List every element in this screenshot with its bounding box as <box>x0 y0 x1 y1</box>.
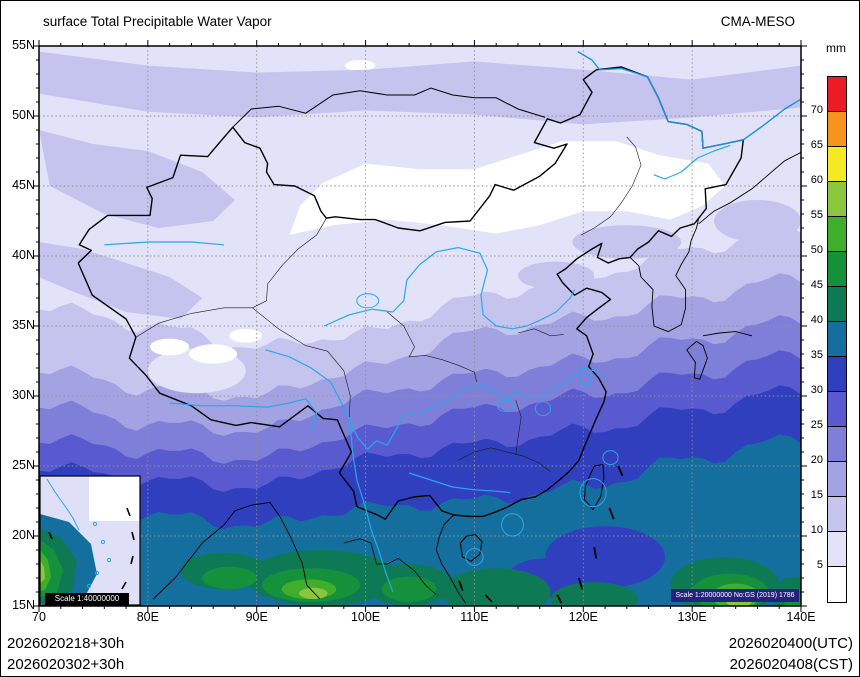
x-tick-label: 70 <box>32 610 46 624</box>
national-borders <box>77 66 801 604</box>
colorbar-tick-label: 15 <box>810 489 823 501</box>
colorbar-box <box>828 462 846 497</box>
gridlines <box>39 46 801 606</box>
y-tick-label: 50N <box>12 108 35 122</box>
colorbar-unit-label: mm <box>826 41 846 55</box>
page-title: surface Total Precipitable Water Vapor <box>43 14 272 29</box>
plot-frame <box>38 45 802 607</box>
y-tick-label: 25N <box>12 458 35 472</box>
colorbar-box <box>828 322 846 357</box>
y-tick-label: 40N <box>12 248 35 262</box>
colorbar-box <box>828 217 846 252</box>
colorbar-tick-label: 5 <box>816 559 823 571</box>
colorbar-tick-label: 45 <box>810 279 823 291</box>
colorbar-box <box>828 147 846 182</box>
x-tick-label: 140E <box>786 610 816 624</box>
footer-valid-times: 2026020400(UTC) 2026020408(CST) <box>729 633 853 675</box>
colorbar <box>827 76 847 603</box>
y-tick-label: 55N <box>12 38 35 52</box>
colorbar-box <box>828 497 846 532</box>
colorbar-box <box>828 77 846 112</box>
x-tick-label: 90E <box>245 610 268 624</box>
valid-time-cst: 2026020408(CST) <box>729 656 853 673</box>
y-tick-label: 35N <box>12 318 35 332</box>
init-time-cst: 2026020302+30h <box>7 656 125 673</box>
y-tick-label: 15N <box>12 598 35 612</box>
colorbar-tick-label: 65 <box>810 139 823 151</box>
colorbar-tick-label: 10 <box>810 524 823 536</box>
valid-time-utc: 2026020400(UTC) <box>728 635 853 652</box>
colorbar-tick-label: 55 <box>810 209 823 221</box>
province-borders <box>135 136 642 472</box>
colorbar-tick-label: 50 <box>810 244 823 256</box>
colorbar-box <box>828 357 846 392</box>
x-tick-label: 120E <box>568 610 598 624</box>
colorbar-box <box>828 532 846 567</box>
y-tick-label: 45N <box>12 178 35 192</box>
colorbar-box <box>828 252 846 287</box>
x-tick-label: 80E <box>136 610 159 624</box>
colorbar-box <box>828 287 846 322</box>
x-tick-label: 130E <box>677 610 707 624</box>
colorbar-tick-label: 30 <box>810 384 823 396</box>
map-canvas <box>33 40 807 612</box>
colorbar-box <box>828 392 846 427</box>
rivers <box>104 50 801 593</box>
map-content <box>39 46 801 606</box>
colorbar-box <box>828 112 846 147</box>
colorbar-tick-label: 60 <box>810 174 823 186</box>
model-name: CMA-MESO <box>720 14 795 29</box>
x-tick-label: 110E <box>460 610 489 624</box>
colorbar-tick-label: 40 <box>810 314 823 326</box>
colorbar-tick-label: 20 <box>810 454 823 466</box>
x-tick-label: 100E <box>350 610 381 624</box>
colorbar-box <box>828 427 846 462</box>
dashed-sea-boundary <box>458 465 624 604</box>
y-tick-label: 30N <box>12 388 35 402</box>
inset-map <box>39 475 141 606</box>
colorbar-box <box>828 567 846 602</box>
footer-init-times: 2026020218+30h 2026020302+30h <box>7 633 124 675</box>
colorbar-tick-label: 70 <box>810 104 823 116</box>
colorbar-box <box>828 182 846 217</box>
y-tick-label: 20N <box>12 528 35 542</box>
map-scale-note: Scale 1:20000000 No:GS (2019) 1786 <box>671 589 799 602</box>
colorbar-tick-label: 25 <box>810 419 823 431</box>
init-time-utc: 2026020218+30h <box>7 635 125 652</box>
inset-scale-label: Scale 1:40000000 <box>45 593 129 605</box>
colorbar-tick-label: 35 <box>810 349 823 361</box>
